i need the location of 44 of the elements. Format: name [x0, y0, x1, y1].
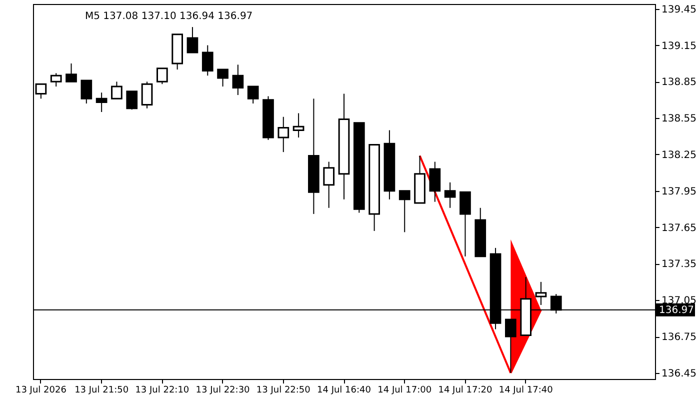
y-tick-label: 137.95 — [662, 186, 696, 198]
candlestick — [232, 64, 244, 96]
candlestick — [156, 68, 168, 85]
y-tick-label: 138.85 — [662, 77, 696, 88]
x-tick-label: 13 Jul 21:50 — [74, 386, 129, 396]
candlestick — [126, 90, 138, 110]
candlestick — [444, 182, 456, 208]
text: M5 137.08 137.10 136.94 136.97 — [85, 10, 253, 22]
candlestick — [186, 26, 198, 54]
candlestick — [50, 72, 62, 88]
y-tick-label: 136.75 — [662, 332, 696, 344]
y-tick-label: 139.15 — [662, 40, 696, 52]
candlestick — [141, 81, 153, 109]
y-tick-label: 138.25 — [662, 150, 696, 161]
candlestick — [80, 80, 92, 104]
x-tick-label: 13 Jul 2026 — [15, 386, 67, 396]
x-tick-label: 14 Jul 17:00 — [378, 386, 432, 396]
candlestick — [429, 161, 441, 202]
x-tick-label: 14 Jul 17:40 — [498, 386, 554, 396]
candlestick — [96, 92, 108, 113]
candlestick — [66, 62, 77, 82]
ref-line-label: 136.97 — [659, 304, 694, 316]
y-tick-label: 137.35 — [662, 259, 696, 270]
candlestick — [292, 112, 304, 138]
candlestick — [323, 161, 335, 208]
candlestick — [111, 81, 122, 100]
candlestick — [398, 190, 410, 233]
candlestick — [505, 318, 516, 374]
x-tick-label: 14 Jul 17:20 — [438, 386, 492, 396]
y-tick-label: 139.45 — [662, 4, 696, 16]
candlestick — [278, 116, 290, 153]
candlestick — [217, 68, 228, 88]
x-tick-label: 14 Jul 16:40 — [317, 386, 372, 396]
x-tick-label: 13 Jul 22:10 — [135, 386, 190, 396]
x-tick-label: 13 Jul 22:50 — [256, 386, 311, 396]
x-tick-label: 13 Jul 22:30 — [196, 386, 250, 396]
candlestick — [535, 281, 547, 306]
y-tick-label: 137.05 — [662, 296, 696, 307]
candlestick — [202, 44, 214, 76]
y-tick-label: 138.55 — [662, 114, 696, 125]
candlestick — [460, 191, 471, 257]
candlestick — [247, 86, 259, 104]
y-tick-label: 137.65 — [662, 222, 696, 234]
y-tick-label: 136.45 — [662, 368, 696, 380]
